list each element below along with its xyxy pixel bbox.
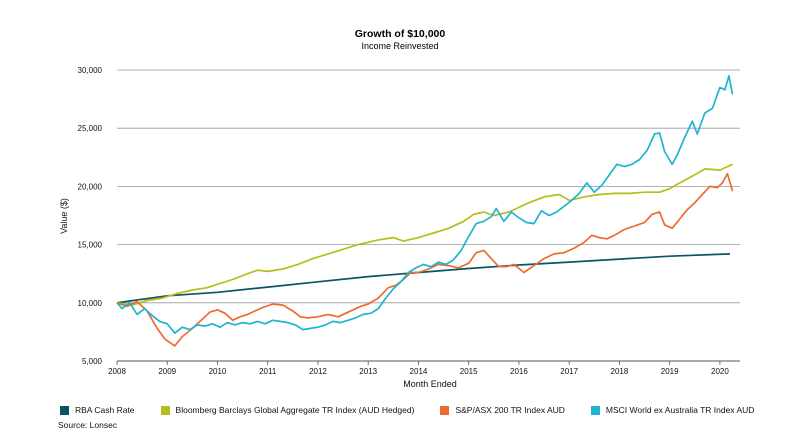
legend-swatch: [160, 405, 170, 415]
legend-swatch: [60, 405, 69, 415]
y-axis-label: Value ($): [59, 198, 69, 234]
x-tick-label: 2008: [108, 367, 126, 376]
y-tick-label: 25,000: [78, 124, 103, 133]
legend-swatch: [440, 405, 450, 415]
series-lines: [116, 74, 734, 347]
x-axis-ticks: 2008 2009 2010 2011 2012 2013 2014 2015 2016 2017…: [108, 361, 729, 376]
legend-item-bloomberg-barclays: Bloomberg Barclays Global Aggregate TR I…: [160, 405, 415, 415]
x-axis-label: Month Ended: [403, 379, 457, 389]
x-tick-label: 2009: [158, 367, 176, 376]
y-tick-label: 15,000: [78, 241, 103, 250]
source-note: Source: Lonsec: [58, 420, 118, 430]
chart-subtitle: Income Reinvested: [361, 41, 438, 51]
legend-item-msci-world: MSCI World ex Australia TR Index AUD: [590, 405, 755, 415]
y-tick-label: 30,000: [78, 66, 103, 75]
legend-item-rba-cash-rate: RBA Cash Rate: [60, 405, 135, 415]
legend-label: MSCI World ex Australia TR Index AUD: [605, 405, 755, 415]
y-tick-label: 5,000: [82, 357, 103, 366]
series-line-0: [116, 253, 731, 304]
x-tick-label: 2010: [209, 367, 227, 376]
x-tick-label: 2012: [309, 367, 327, 376]
legend-item-asx-200: S&P/ASX 200 TR Index AUD: [440, 405, 565, 415]
series-line-3: [116, 74, 734, 334]
y-tick-label: 20,000: [78, 182, 103, 191]
x-tick-label: 2018: [611, 367, 629, 376]
legend: RBA Cash Rate Bloomberg Barclays Global …: [60, 405, 780, 415]
x-tick-label: 2019: [661, 367, 679, 376]
gridlines: [117, 69, 740, 304]
legend-label: S&P/ASX 200 TR Index AUD: [455, 405, 565, 415]
x-tick-label: 2014: [410, 367, 428, 376]
x-tick-label: 2020: [711, 367, 729, 376]
x-tick-label: 2011: [259, 367, 277, 376]
series-line-1: [116, 163, 733, 306]
chart-title: Growth of $10,000: [355, 28, 446, 40]
y-axis-ticks: 5,000 10,000 15,000 20,000 25,000 30,000: [78, 66, 103, 366]
legend-swatch: [590, 405, 600, 415]
x-tick-label: 2013: [359, 367, 377, 376]
legend-label: RBA Cash Rate: [75, 405, 135, 415]
y-tick-label: 10,000: [78, 299, 103, 308]
x-tick-label: 2015: [460, 367, 478, 376]
legend-label: Bloomberg Barclays Global Aggregate TR I…: [175, 405, 415, 415]
series-line-2: [116, 172, 734, 347]
x-tick-label: 2016: [510, 367, 528, 376]
x-tick-label: 2017: [560, 367, 578, 376]
